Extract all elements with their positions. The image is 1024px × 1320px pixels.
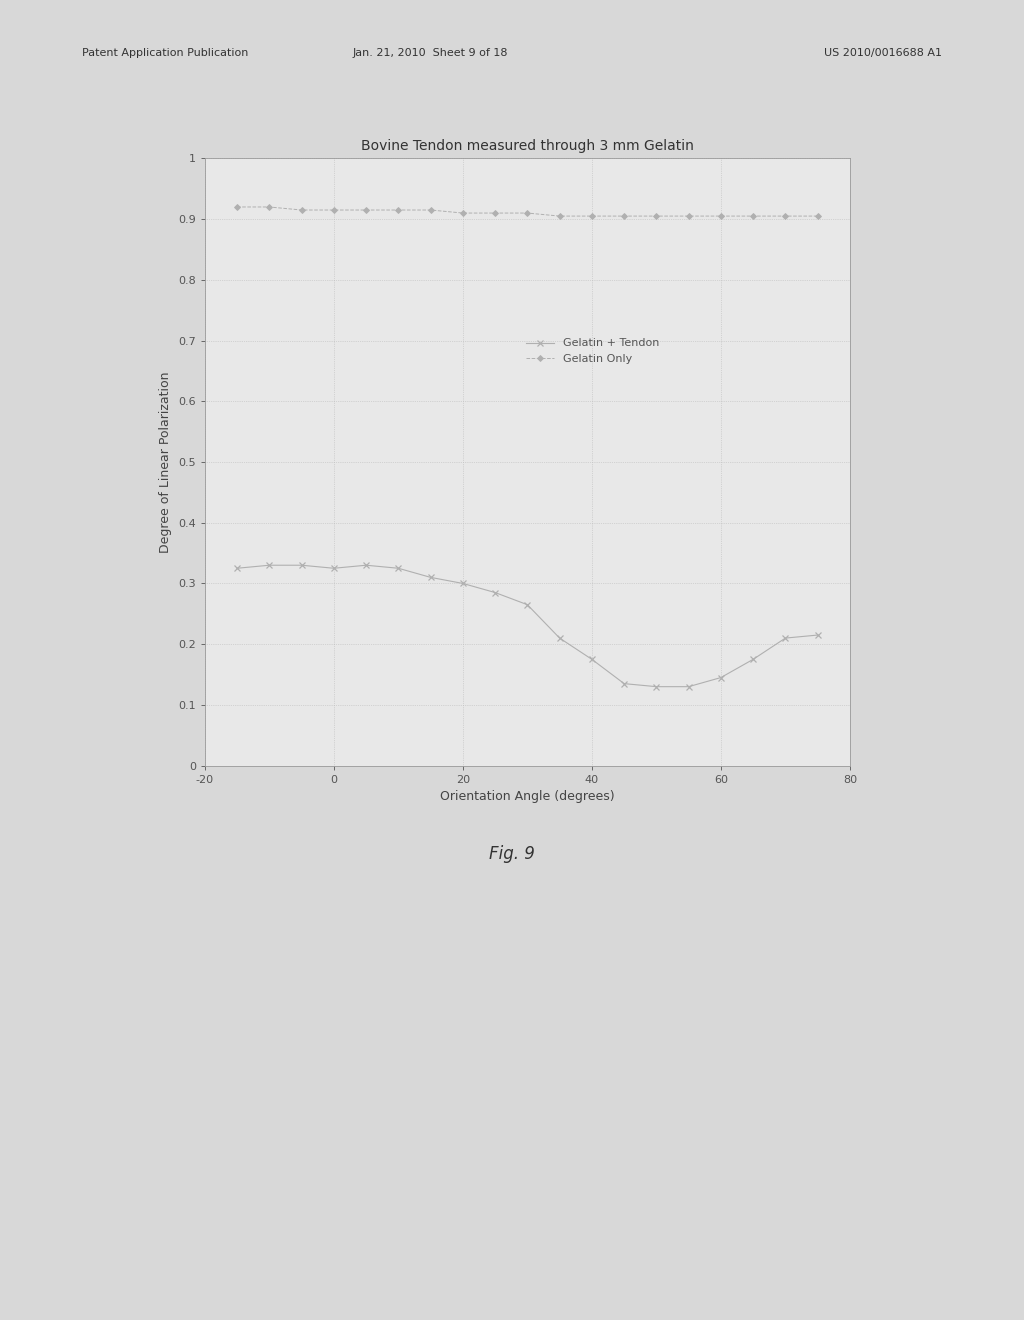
X-axis label: Orientation Angle (degrees): Orientation Angle (degrees)	[440, 791, 614, 803]
Text: Jan. 21, 2010  Sheet 9 of 18: Jan. 21, 2010 Sheet 9 of 18	[352, 48, 508, 58]
Y-axis label: Degree of Linear Polarization: Degree of Linear Polarization	[160, 371, 172, 553]
Legend: Gelatin + Tendon, Gelatin Only: Gelatin + Tendon, Gelatin Only	[522, 334, 664, 368]
Text: Patent Application Publication: Patent Application Publication	[82, 48, 248, 58]
Text: Fig. 9: Fig. 9	[489, 845, 535, 863]
Text: US 2010/0016688 A1: US 2010/0016688 A1	[824, 48, 942, 58]
Title: Bovine Tendon measured through 3 mm Gelatin: Bovine Tendon measured through 3 mm Gela…	[360, 139, 694, 153]
